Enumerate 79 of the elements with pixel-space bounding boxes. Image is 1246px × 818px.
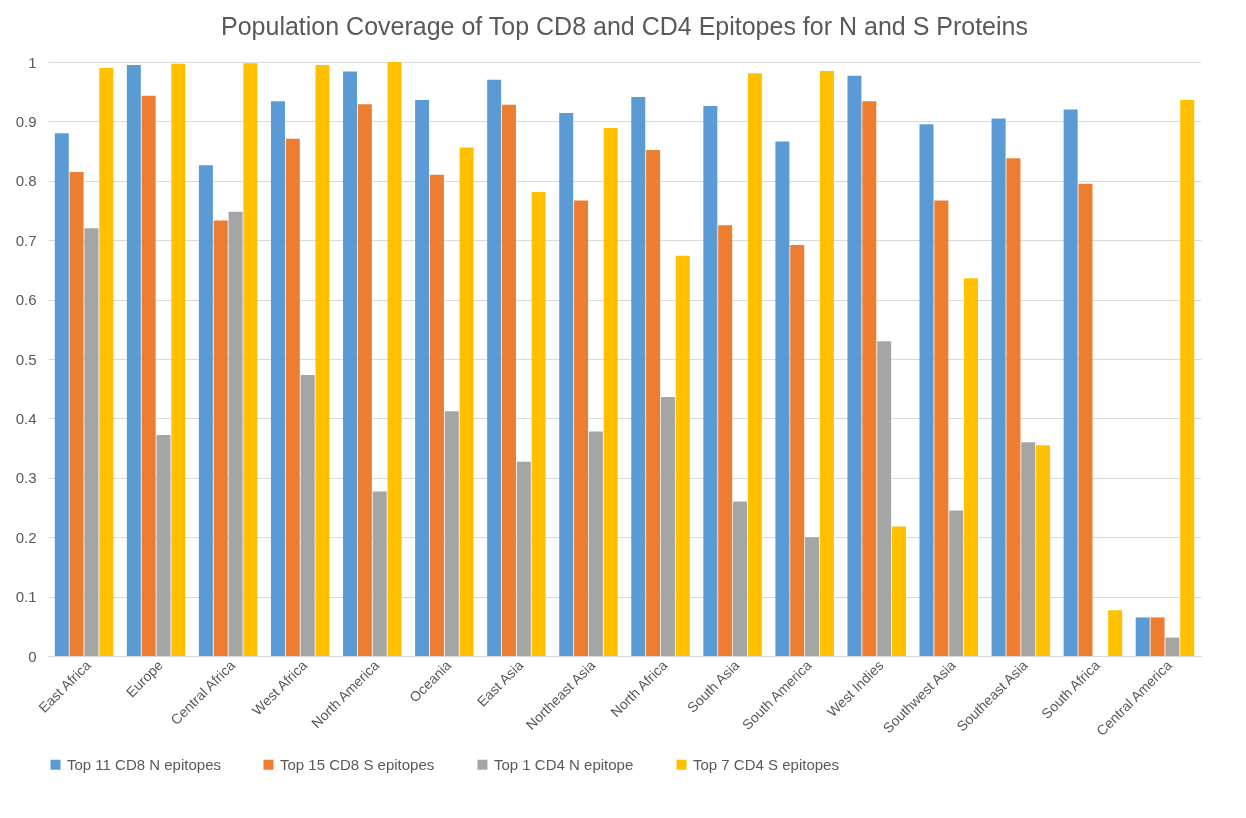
- bar: [733, 501, 748, 656]
- bar: [99, 67, 114, 656]
- bar: [285, 138, 300, 656]
- bar: [574, 200, 589, 656]
- bar: [805, 537, 820, 656]
- bar: [444, 411, 459, 656]
- bar: [516, 461, 531, 656]
- legend-label: Top 7 CD4 S epitopes: [693, 755, 839, 773]
- y-tick-label: 0.5: [15, 350, 37, 368]
- y-tick-label: 0.7: [15, 231, 37, 249]
- legend-label: Top 15 CD8 S epitopes: [280, 755, 435, 773]
- bar: [300, 375, 315, 656]
- bar: [588, 431, 603, 656]
- bar: [141, 95, 156, 656]
- bar: [1063, 109, 1078, 656]
- bar: [1021, 442, 1036, 656]
- y-tick-label: 0.3: [15, 469, 37, 487]
- bar: [718, 225, 733, 656]
- bar: [891, 526, 906, 656]
- bar: [747, 73, 762, 656]
- bar: [270, 101, 285, 656]
- chart-title: Population Coverage of Top CD8 and CD4 Epitopes for N and S Proteins: [221, 12, 1028, 40]
- bar: [775, 141, 790, 656]
- legend-label: Top 11 CD8 N epitopes: [67, 755, 221, 773]
- bar: [1135, 617, 1150, 656]
- bar: [84, 228, 99, 656]
- bar: [964, 278, 979, 656]
- bar: [703, 105, 718, 656]
- bar: [646, 149, 661, 656]
- bar: [429, 174, 444, 656]
- bar: [1006, 158, 1021, 656]
- bar: [156, 435, 171, 656]
- bar: [415, 100, 430, 656]
- legend-label: Top 1 CD4 N epitope: [494, 755, 634, 773]
- bar: [847, 75, 862, 656]
- bar: [213, 220, 228, 656]
- bar: [372, 491, 387, 656]
- bar: [228, 211, 243, 656]
- bar: [171, 63, 186, 656]
- bar: [126, 64, 141, 656]
- bar: [631, 97, 646, 656]
- bar: [387, 62, 402, 656]
- bar: [660, 397, 675, 656]
- y-tick-label: 0: [28, 647, 37, 665]
- bar: [877, 341, 892, 656]
- bar: [54, 133, 69, 656]
- bar: [675, 255, 690, 656]
- bar: [501, 104, 516, 656]
- y-tick-label: 0.9: [15, 112, 37, 130]
- bar: [559, 113, 574, 656]
- y-tick-label: 0.2: [15, 528, 37, 546]
- y-tick-label: 0.6: [15, 291, 37, 309]
- y-tick-label: 0.8: [15, 172, 37, 190]
- bar: [1108, 610, 1123, 656]
- bar: [243, 63, 258, 656]
- bar: [991, 118, 1006, 656]
- bar: [1036, 445, 1051, 656]
- bar: [949, 510, 964, 656]
- bar: [357, 104, 372, 656]
- bar: [198, 165, 213, 656]
- bar: [919, 124, 934, 656]
- bar: [603, 127, 618, 656]
- y-tick-label: 1: [28, 53, 37, 71]
- bar: [531, 192, 546, 656]
- bar: [1180, 100, 1195, 656]
- bar: [934, 200, 949, 656]
- bar: [315, 64, 330, 656]
- bar: [1165, 637, 1180, 656]
- bar: [819, 70, 834, 656]
- bar: [1078, 183, 1093, 656]
- bar: [790, 244, 805, 656]
- y-tick-label: 0.4: [15, 409, 37, 427]
- bar: [862, 101, 877, 656]
- bar: [487, 79, 502, 656]
- bar: [69, 171, 84, 656]
- bar: [343, 71, 358, 656]
- bar: [459, 147, 474, 656]
- y-tick-label: 0.1: [15, 588, 37, 606]
- bar: [1150, 617, 1165, 656]
